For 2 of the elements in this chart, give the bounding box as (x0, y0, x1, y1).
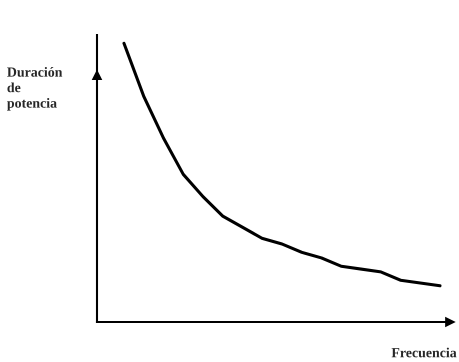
y-axis-title: Duración de potencia (7, 66, 62, 111)
x-axis-title: Frecuencia (392, 348, 456, 358)
